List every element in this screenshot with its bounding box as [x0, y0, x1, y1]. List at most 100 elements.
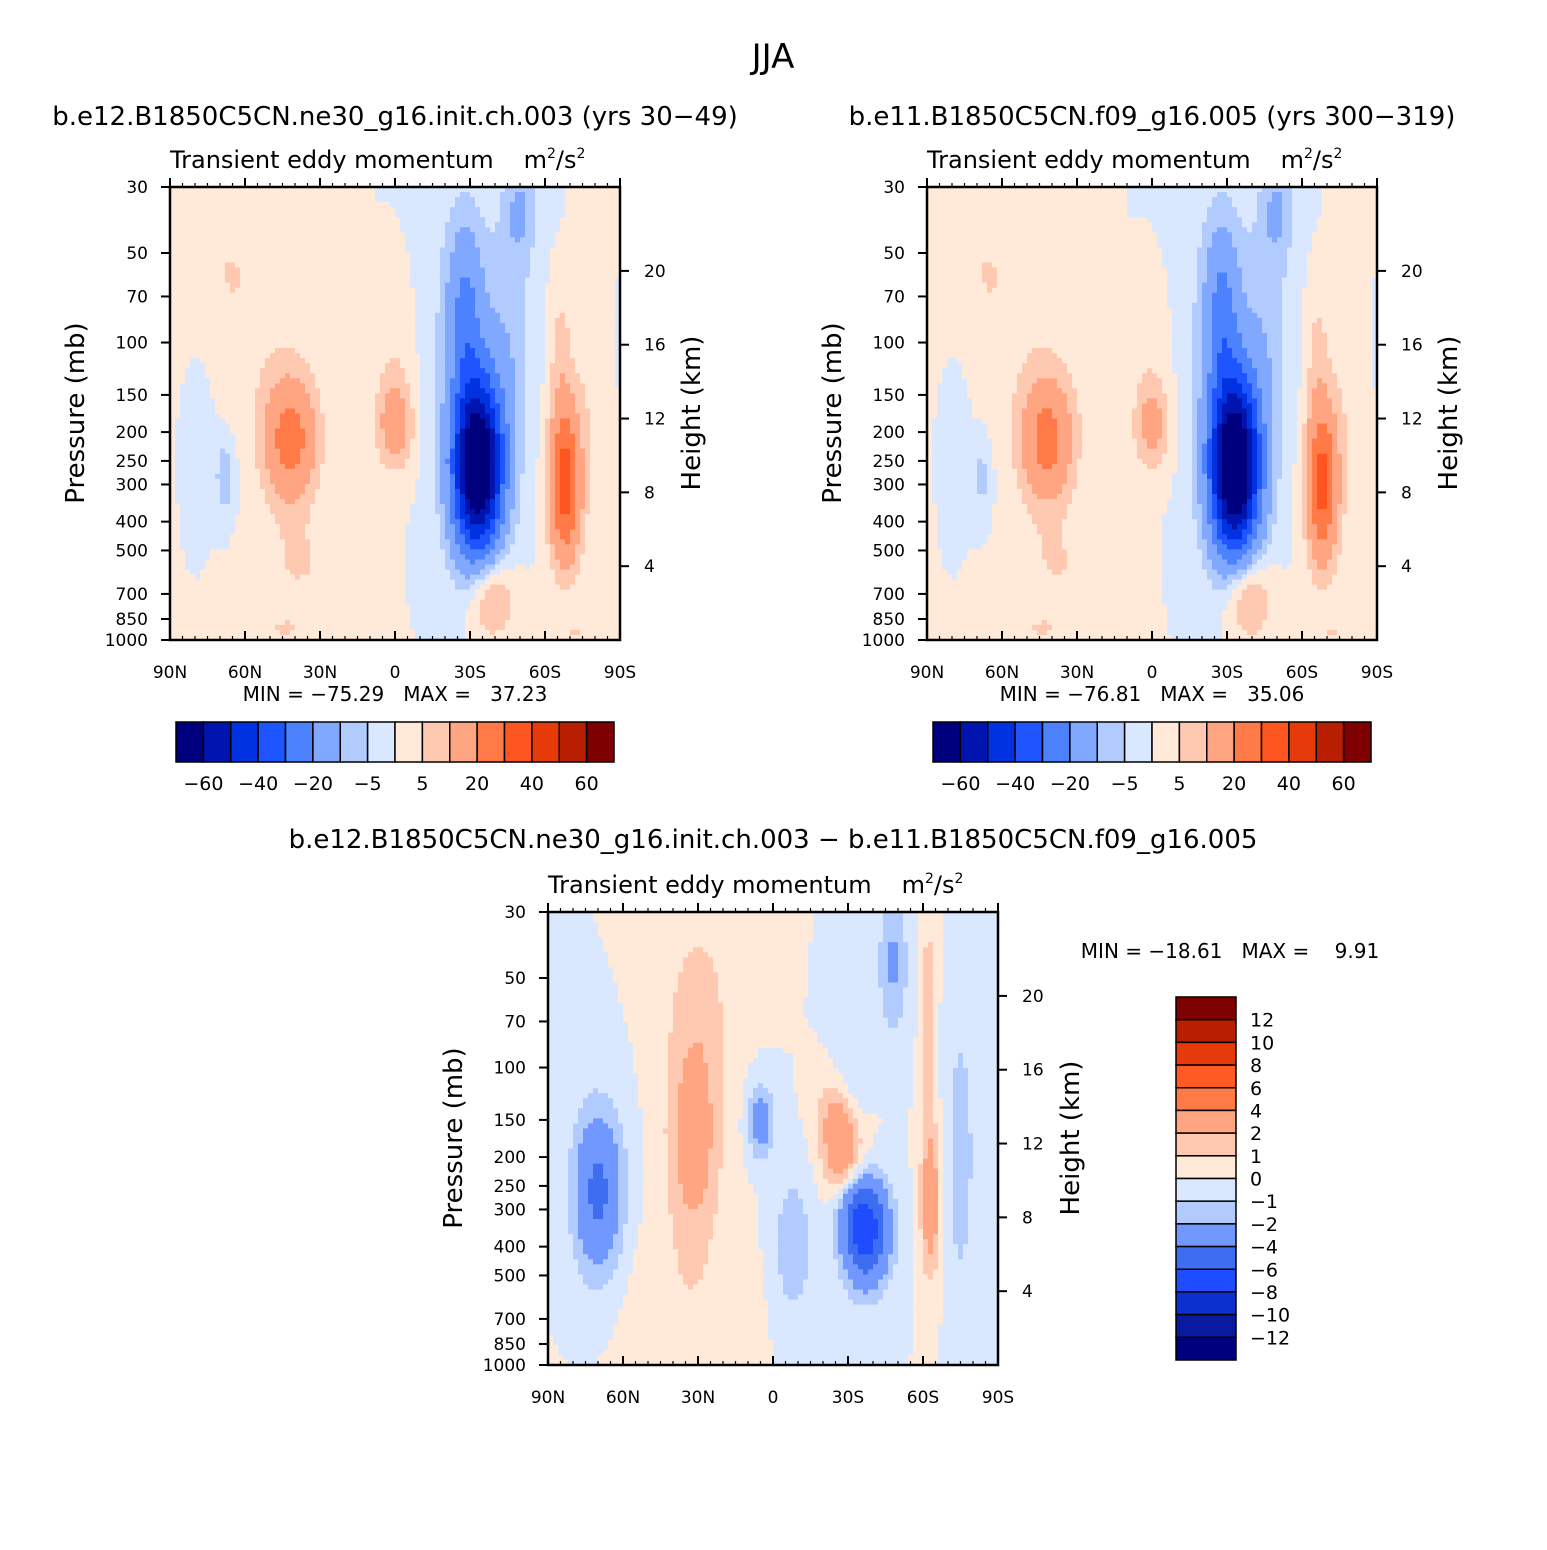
contour-cell — [485, 368, 491, 374]
contour-cell — [465, 448, 471, 455]
contour-cell — [220, 398, 226, 405]
contour-cell — [510, 197, 516, 203]
contour-cell — [580, 212, 586, 218]
contour-cell — [420, 393, 426, 399]
contour-cell — [605, 292, 611, 299]
contour-cell — [245, 197, 251, 203]
contour-cell — [330, 398, 336, 405]
contour-cell — [445, 378, 451, 384]
contour-cell — [330, 272, 336, 279]
contour-cell — [265, 358, 271, 364]
contour-cell — [570, 458, 576, 465]
contour-cell — [295, 322, 301, 329]
contour-cell — [215, 237, 221, 243]
contour-cell — [480, 267, 486, 274]
contour-cell — [520, 287, 526, 294]
contour-cell — [330, 453, 336, 460]
contour-cell — [465, 428, 471, 435]
contour-cell — [280, 297, 286, 304]
contour-cell — [185, 277, 191, 284]
contour-cell — [255, 232, 261, 238]
contour-cell — [480, 217, 486, 223]
contour-cell — [510, 378, 516, 384]
contour-cell — [440, 327, 446, 334]
contour-cell — [575, 322, 581, 329]
contour-cell — [595, 353, 601, 359]
contour-cell — [260, 388, 266, 394]
contour-cell — [510, 388, 516, 394]
contour-cell — [360, 388, 366, 394]
contour-cell — [215, 242, 221, 248]
contour-cell — [375, 438, 381, 445]
contour-cell — [510, 403, 516, 410]
contour-cell — [585, 207, 591, 213]
contour-cell — [390, 343, 396, 349]
contour-cell — [540, 212, 546, 218]
contour-cell — [265, 368, 271, 374]
contour-cell — [210, 403, 216, 410]
contour-cell — [425, 242, 431, 248]
contour-cell — [300, 217, 306, 223]
contour-cell — [530, 403, 536, 410]
contour-cell — [475, 282, 481, 289]
contour-cell — [535, 252, 541, 259]
contour-cell — [405, 192, 411, 198]
contour-cell — [580, 378, 586, 384]
contour-cell — [305, 307, 311, 314]
contour-cell — [475, 348, 481, 354]
contour-cell — [600, 433, 606, 440]
contour-cell — [590, 297, 596, 304]
contour-cell — [525, 403, 531, 410]
contour-cell — [425, 252, 431, 259]
contour-cell — [330, 332, 336, 339]
contour-cell — [540, 207, 546, 213]
contour-cell — [220, 338, 226, 344]
contour-cell — [595, 327, 601, 334]
contour-cell — [595, 373, 601, 379]
contour-cell — [290, 448, 296, 455]
contour-cell — [265, 438, 271, 445]
contour-cell — [305, 287, 311, 294]
contour-cell — [390, 398, 396, 405]
contour-cell — [335, 222, 341, 228]
contour-cell — [190, 322, 196, 329]
contour-cell — [460, 247, 466, 254]
contour-cell — [395, 232, 401, 238]
contour-cell — [360, 438, 366, 445]
contour-cell — [255, 448, 261, 455]
contour-cell — [580, 302, 586, 309]
contour-cell — [540, 282, 546, 289]
contour-cell — [320, 443, 326, 450]
contour-cell — [380, 272, 386, 279]
contour-cell — [450, 272, 456, 279]
contour-cell — [480, 343, 486, 349]
contour-cell — [465, 423, 471, 430]
contour-cell — [440, 222, 446, 228]
contour-cell — [305, 212, 311, 218]
contour-cell — [590, 232, 596, 238]
contour-cell — [430, 307, 436, 314]
contour-cell — [520, 448, 526, 455]
contour-cell — [510, 408, 516, 415]
contour-cell — [495, 438, 501, 445]
contour-cell — [190, 448, 196, 455]
contour-cell — [170, 443, 176, 450]
contour-cell — [195, 312, 201, 319]
contour-cell — [270, 267, 276, 274]
contour-cell — [290, 388, 296, 394]
contour-cell — [305, 358, 311, 364]
contour-cell — [330, 383, 336, 389]
contour-cell — [250, 423, 256, 430]
contour-cell — [370, 463, 376, 470]
contour-cell — [345, 187, 351, 193]
season-title: JJA — [750, 37, 795, 77]
contour-cell — [220, 257, 226, 264]
contour-cell — [380, 408, 386, 415]
contour-cell — [495, 212, 501, 218]
contour-cell — [545, 252, 551, 259]
contour-cell — [430, 202, 436, 208]
contour-cell — [430, 212, 436, 218]
contour-cell — [435, 232, 441, 238]
contour-cell — [345, 242, 351, 248]
contour-cell — [390, 438, 396, 445]
